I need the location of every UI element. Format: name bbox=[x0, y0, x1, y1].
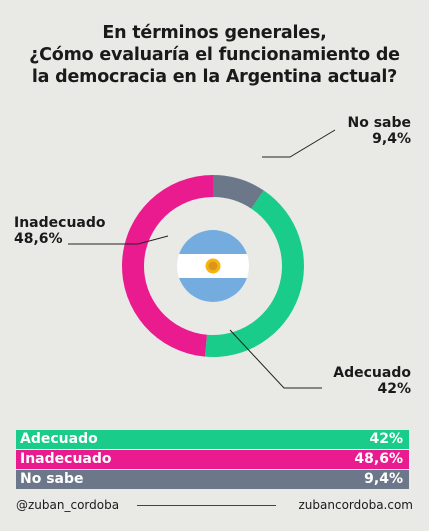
slice-label-adecuado: Adecuado 42% bbox=[333, 365, 411, 397]
chart-title: En términos generales, ¿Cómo evaluaría e… bbox=[0, 22, 429, 88]
row-label: No sabe bbox=[20, 471, 84, 487]
footer-divider bbox=[137, 504, 277, 506]
footer-handle: @zuban_cordoba bbox=[16, 498, 120, 512]
table-row: No sabe 9,4% bbox=[16, 470, 409, 489]
title-line: En términos generales, bbox=[102, 23, 327, 43]
row-label: Adecuado bbox=[20, 431, 98, 447]
argentina-flag-icon bbox=[177, 230, 249, 302]
slice-label-no-sabe: No sabe 9,4% bbox=[347, 115, 411, 147]
donut-slice-adecuado bbox=[205, 190, 304, 357]
leader-line-adecuado bbox=[229, 329, 322, 389]
footer: @zuban_cordoba zubancordoba.com bbox=[16, 497, 413, 513]
sun-icon bbox=[205, 258, 221, 274]
row-label: Inadecuado bbox=[20, 451, 112, 467]
leader-line-no-sabe bbox=[262, 129, 336, 158]
row-value: 48,6% bbox=[354, 451, 403, 467]
row-value: 9,4% bbox=[364, 471, 403, 487]
title-line: la democracia en la Argentina actual? bbox=[31, 67, 398, 87]
footer-website[interactable]: zubancordoba.com bbox=[298, 498, 413, 512]
donut-slice-no-sabe bbox=[213, 175, 264, 209]
title-line: ¿Cómo evaluaría el funcionamiento de bbox=[29, 45, 400, 65]
row-value: 42% bbox=[369, 431, 403, 447]
summary-table: Adecuado 42% Inadecuado 48,6% No sabe 9,… bbox=[16, 430, 409, 490]
donut-slice-inadecuado bbox=[121, 175, 213, 357]
leader-line-inadecuado bbox=[68, 235, 169, 245]
table-row: Inadecuado 48,6% bbox=[16, 450, 409, 469]
slice-label-inadecuado: Inadecuado 48,6% bbox=[14, 215, 106, 247]
table-row: Adecuado 42% bbox=[16, 430, 409, 449]
